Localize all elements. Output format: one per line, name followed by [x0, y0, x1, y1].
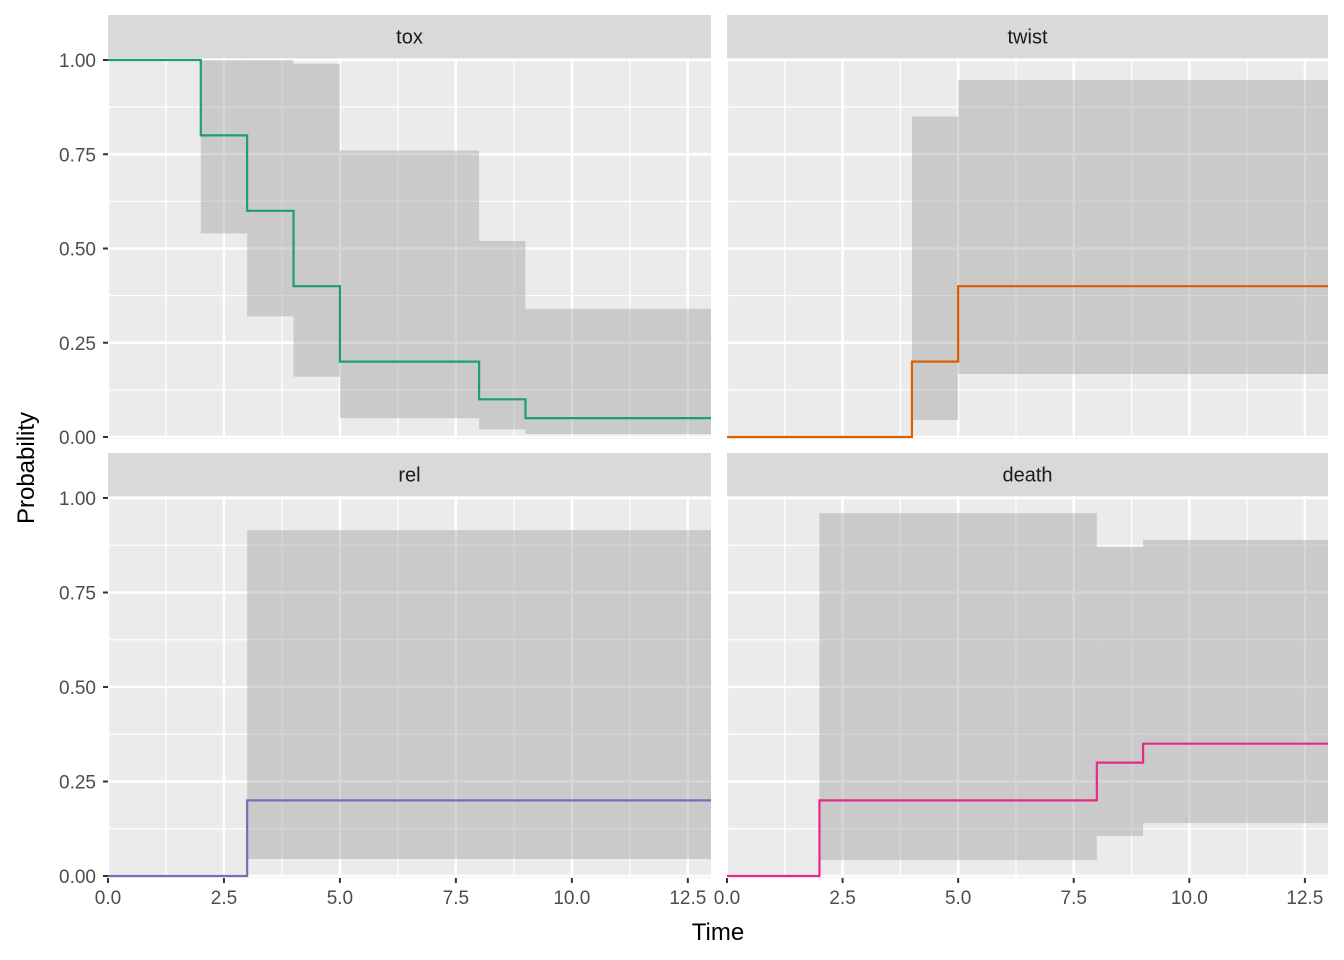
y-tick-label: 1.00: [59, 51, 96, 72]
y-tick-label: 1.00: [59, 489, 96, 510]
ci-ribbon: [1143, 539, 1328, 824]
x-tick-label: 12.5: [669, 888, 706, 909]
x-tick-label: 12.5: [1286, 888, 1323, 909]
ci-ribbon: [1096, 547, 1144, 836]
panel-death: death 0.0 2.5 5.0 7.5 10.0 12.5: [714, 453, 1328, 909]
facet-label: rel: [398, 465, 420, 487]
y-tick-label: 0.00: [59, 867, 96, 888]
facet-label: death: [1002, 465, 1052, 487]
y-tick-label: 0.00: [59, 428, 96, 449]
x-tick-label: 0.0: [714, 888, 740, 909]
y-tick-label: 0.75: [59, 584, 96, 605]
y-tick-label: 0.50: [59, 678, 96, 699]
x-tick-label: 5.0: [327, 888, 353, 909]
estimate-step-line: [108, 58, 711, 420]
ci-ribbon: [819, 513, 1097, 861]
y-tick-label: 0.25: [59, 773, 96, 794]
y-tick-label: 0.50: [59, 240, 96, 261]
x-tick-label: 10.0: [1171, 888, 1208, 909]
ci-ribbon: [247, 530, 711, 859]
ci-ribbon: [525, 308, 711, 434]
facet-strip: [108, 453, 711, 496]
facet-strip: [727, 453, 1328, 496]
x-tick-label: 2.5: [829, 888, 855, 909]
panel-twist: twist: [725, 15, 1328, 439]
y-axis-title: Probability: [13, 412, 40, 524]
estimate-step-line: [727, 285, 1328, 439]
facet-label: twist: [1008, 27, 1048, 49]
ci-ribbon: [958, 79, 1328, 375]
x-tick-label: 5.0: [945, 888, 971, 909]
facet-strip: [108, 15, 711, 58]
ci-ribbon: [479, 240, 526, 430]
y-tick-label: 0.25: [59, 334, 96, 355]
panel-tox: tox 0.00 0.25 0.50 0.75 1.00: [59, 15, 711, 449]
x-tick-label: 7.5: [1061, 888, 1087, 909]
estimate-step-line: [727, 742, 1328, 878]
ci-ribbon: [339, 150, 480, 419]
ci-ribbon: [911, 116, 959, 421]
x-tick-label: 10.0: [553, 888, 590, 909]
x-tick-label: 0.0: [95, 888, 121, 909]
x-axis-title: Time: [692, 919, 744, 946]
facet-label: tox: [396, 27, 423, 49]
ci-ribbon: [200, 60, 248, 234]
x-tick-label: 7.5: [443, 888, 469, 909]
estimate-step-line: [108, 799, 711, 878]
ci-ribbon: [247, 60, 294, 317]
ci-ribbon: [293, 63, 340, 377]
y-tick-label: 0.75: [59, 145, 96, 166]
panel-rel: rel 0.00 0.25 0.50 0.75 1.00 0.0 2.5 5.0 7.5 10.0 1…: [59, 453, 711, 909]
facet-strip: [727, 15, 1328, 58]
x-tick-label: 2.5: [211, 888, 237, 909]
